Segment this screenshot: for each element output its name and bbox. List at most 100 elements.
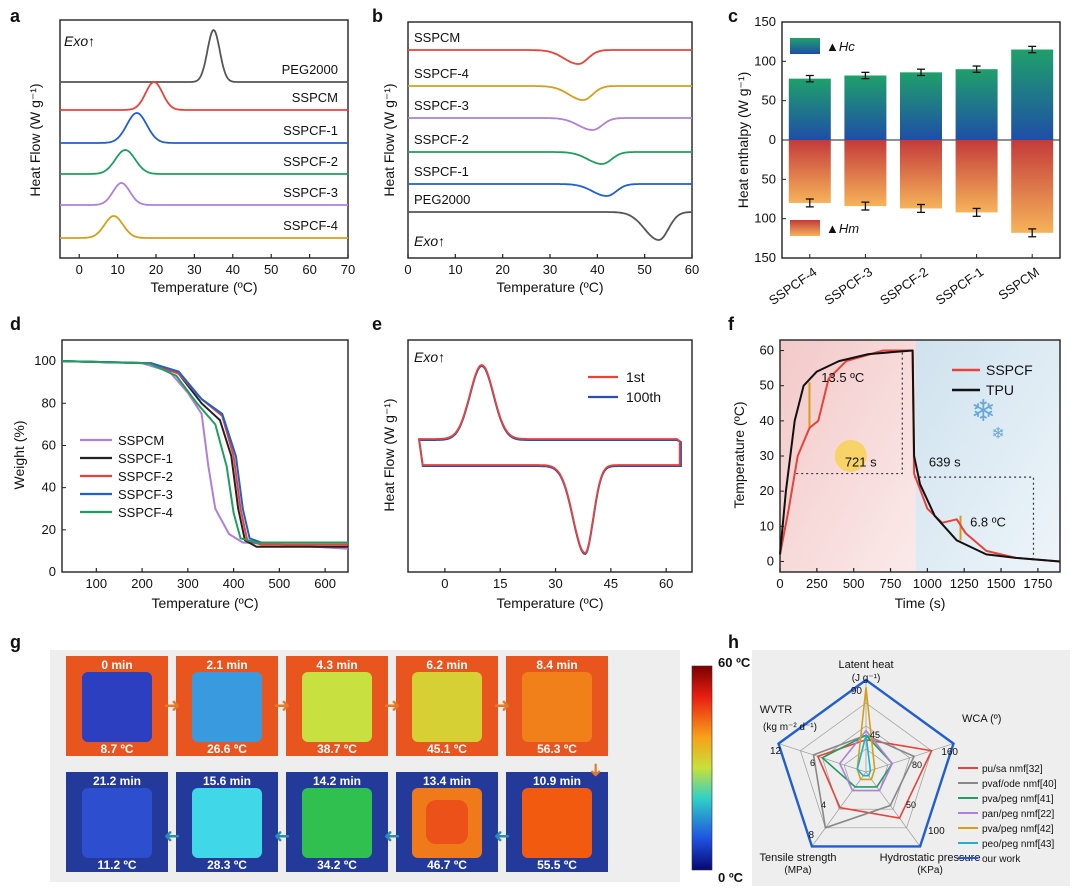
panel-c-bar-hc [1011,49,1054,140]
panel-f-ytick-label: 30 [760,448,774,463]
panel-b-curve-SSPCM [408,49,692,65]
panel-d-xtick-label: 100 [85,576,107,591]
cooling-arrow-icon: ➜ [384,825,401,847]
panel-c-legend-hc-swatch [790,38,820,54]
radar-axis-max: 160 [941,747,958,758]
radar-axis-label: WCA (º) [962,713,1001,725]
thermal-heating-3-temp-label: 45.1 ºC [427,742,467,756]
panel-c-ytick-label: 100 [754,53,776,68]
panel-b-xtick-label: 10 [448,262,462,277]
panel-b-series-label: PEG2000 [414,192,470,207]
panel-d-frame [61,339,349,573]
panel-e-xlabel: Temperature (ºC) [496,595,603,611]
panel-a-xlabel: Temperature (ºC) [150,279,257,295]
cooling-arrow-icon: ➜ [274,825,291,847]
panel-a-curve-PEG2000 [60,28,348,83]
heating-arrow-icon: ➜ [494,695,511,717]
radar-axis-label: Hydrostatic pressure [880,852,981,864]
panel-a-curve-SSPCF-2 [60,149,348,175]
thermal-cooling-2-temp-label: 34.2 ºC [317,858,357,872]
panel-f-ytick-label: 50 [760,378,774,393]
panel-b-xtick-label: 30 [543,262,557,277]
panel-f-xtick-label: 1000 [913,576,942,591]
panel-b-xtick-label: 20 [495,262,509,277]
radar-grid [799,702,933,829]
thermal-cooling-1-time-label: 15.6 min [203,774,251,788]
radar-spoke [811,771,867,847]
panel-d-curve-SSPCF-4 [61,360,348,544]
panel-b-series-label: SSPCF-1 [414,164,469,179]
panel-f-ytick-label: 60 [760,343,774,358]
heating-arrow-icon: ➜ [384,695,401,717]
heating-arrow-icon: ➜ [164,695,181,717]
panel-d-ytick-label: 80 [42,395,56,410]
panel-a-xtick-label: 0 [76,262,83,277]
panel-b-curve-SSPCF-1 [408,183,692,197]
panel-f-annotation: 6.8 ºC [970,514,1006,529]
panel-f-ytick-label: 10 [760,518,774,533]
panel-c-bar-hm [900,140,942,209]
radar-axis-mid: 80 [912,760,922,770]
panel-b-series-label: SSPCF-2 [414,132,469,147]
panel-d-xtick-label: 500 [269,576,291,591]
panel-a-xtick-label: 20 [149,262,163,277]
panel-b-xlabel: Temperature (ºC) [496,279,603,295]
panel-a-xtick-label: 30 [187,262,201,277]
radar-legend-label: pva/peg nmf[42] [982,824,1054,835]
radar-axis-mid: 45 [870,730,880,740]
thermal-heating-1-fabric [192,672,262,742]
panel-b-exo-label: Exo↑ [414,233,445,249]
panel-b-curve-SSPCF-3 [408,117,692,131]
panel-a-series-label: PEG2000 [282,62,338,77]
panel-f-xtick-label: 250 [806,576,828,591]
panel-c-bar-hc [955,69,998,140]
cooling-arrow-icon: ➜ [164,825,181,847]
panel-c-legend-hm-swatch [790,220,820,236]
radar-axis-sub: (kg m⁻² d⁻¹) [763,722,817,733]
snowflake-icon: ❄ [991,425,1004,442]
panel-b-curve-PEG2000 [408,211,692,241]
panel-b-series-label: SSPCM [414,30,460,45]
panel-b-xtick-label: 60 [685,262,699,277]
radar-series-our work [777,678,955,848]
panel-f-xtick-label: 750 [880,576,902,591]
panel-c-ytick-label: 0 [769,132,776,147]
sun-icon [834,440,867,472]
panel-letter-h: h [728,632,739,652]
panel-d-curve-SSPCF-1 [61,360,348,548]
heating-arrow-icon: ➜ [274,695,291,717]
panel-f-curve-TPU [779,349,1061,563]
panel-c-bar-hc [900,72,942,140]
thermal-cooling-3-time-label: 13.4 min [423,774,471,788]
panel-d-ytick-label: 0 [49,564,56,579]
panel-e-xtick-label: 15 [493,576,507,591]
panel-d-ytick-label: 20 [42,522,56,537]
radar-axis-max: 90 [851,686,863,697]
panel-b-xtick-label: 40 [590,262,604,277]
radar-axis-label: WVTR [760,704,792,716]
thermal-cooling-0-temp-label: 11.2 ºC [97,858,136,872]
panel-f-legend-label: TPU [986,382,1014,398]
radar-legend-label: pvaf/ode nmf[40] [982,779,1057,790]
panel-b-ylabel: Heat Flow (W g⁻¹) [381,83,397,196]
panel-c-legend-hm: ▲Hm [826,221,859,236]
thermal-heating-1-time-label: 2.1 min [206,658,247,672]
panel-d-xtick-label: 600 [314,576,336,591]
thermal-cooling-4-time-label: 10.9 min [533,774,581,788]
panel-c-bar-hm [955,140,998,213]
panel-c-ylabel: Heat enthalpy (W g⁻¹) [735,72,751,209]
radar-spoke [865,771,921,847]
panel-d-curve-SSPCF-3 [61,360,348,544]
panel-d-xtick-label: 400 [223,576,245,591]
radar-axis-label: Tensile strength [759,852,836,864]
colorbar [691,665,713,871]
thermal-heating-2-time-label: 4.3 min [316,658,357,672]
thermal-heating-4-time-label: 8.4 min [536,658,577,672]
panel-a-series-label: SSPCF-2 [283,154,338,169]
radar-legend-label: pu/sa nmf[32] [982,764,1043,775]
panel-d-ytick-label: 40 [42,480,56,495]
thermal-cooling-0-fabric [82,788,152,858]
radar-legend-label: our work [982,854,1021,865]
thermal-heating-2-fabric [302,672,372,742]
panel-f-cooling-region [915,340,1060,572]
